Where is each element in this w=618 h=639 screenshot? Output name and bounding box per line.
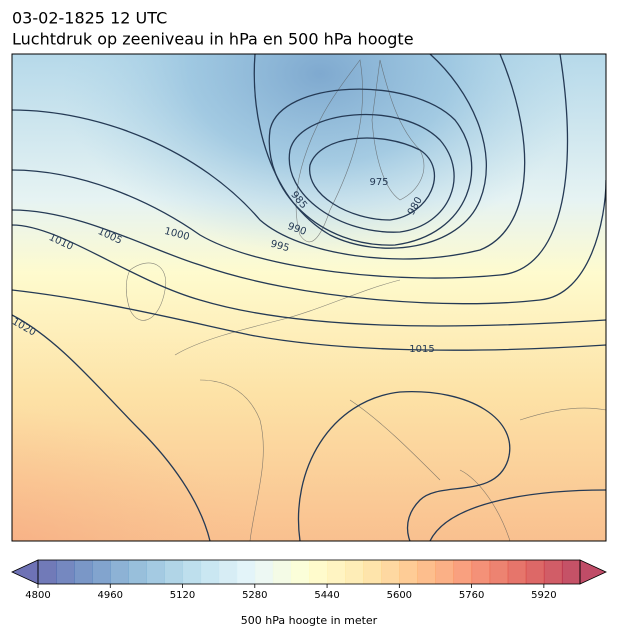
colorbar-tick-label: 5440 — [314, 590, 339, 601]
colorbar-segment — [525, 560, 545, 584]
colorbar-segment — [254, 560, 274, 584]
isobars — [12, 54, 606, 541]
subtitle: Luchtdruk op zeeniveau in hPa en 500 hPa… — [12, 30, 414, 49]
low-height-area — [60, 54, 580, 290]
title: 03-02-1825 12 UTC — [12, 9, 167, 28]
colorbar-segment — [471, 560, 491, 584]
colorbar-tick-label: 5920 — [531, 590, 556, 601]
colorbar-segment — [543, 560, 563, 584]
colorbar-segment — [38, 560, 57, 584]
coastlines — [125, 59, 606, 541]
colorbar-segment — [309, 560, 328, 584]
colorbar-tick-label: 5600 — [387, 590, 412, 601]
colorbar-segment — [453, 560, 473, 584]
colorbar-tick-label: 4960 — [98, 590, 123, 601]
colorbar-segment — [74, 560, 93, 584]
colorbar-segment — [236, 560, 256, 584]
colorbar-label: 500 hPa hoogte in meter — [241, 614, 378, 627]
colorbar-segment — [218, 560, 238, 584]
high-height-area — [12, 340, 400, 541]
colorbar-segment — [272, 560, 292, 584]
colorbar-segment — [345, 560, 364, 584]
colorbar-segment — [363, 560, 382, 584]
colorbar: 4800 4960 5120 5280 5440 5600 5760 5920 — [11, 559, 607, 601]
isobar-label: 975 — [369, 177, 388, 188]
isobar-label: 1015 — [409, 344, 434, 355]
colorbar-segment — [182, 560, 202, 584]
colorbar-segment — [290, 560, 310, 584]
colorbar-segment — [399, 560, 418, 584]
colorbar-frame — [37, 559, 581, 585]
colorbar-segment — [489, 560, 509, 584]
colorbar-segment — [381, 560, 400, 584]
colorbar-tick-label: 4800 — [25, 590, 50, 601]
colorbar-tick-label: 5760 — [459, 590, 484, 601]
colorbar-segment — [146, 560, 165, 584]
colorbar-segment — [507, 560, 527, 584]
map-frame — [11, 53, 607, 542]
colorbar-segment — [561, 560, 581, 584]
colorbar-segment — [128, 560, 147, 584]
colorbar-segment — [92, 560, 111, 584]
colorbar-tick-label: 5120 — [170, 590, 195, 601]
colorbar-extend-low — [11, 559, 39, 585]
colorbar-segment — [435, 560, 455, 584]
colorbar-extend-high — [579, 559, 607, 585]
colorbar-tick-label: 5280 — [242, 590, 267, 601]
colorbar-segment — [327, 560, 346, 584]
colorbar-segment — [164, 560, 184, 584]
isobar-label: 995 — [269, 239, 290, 255]
colorbar-segment — [56, 560, 75, 584]
colorbar-segment — [200, 560, 220, 584]
colorbar-segment — [110, 560, 129, 584]
colorbar-segment — [417, 560, 436, 584]
